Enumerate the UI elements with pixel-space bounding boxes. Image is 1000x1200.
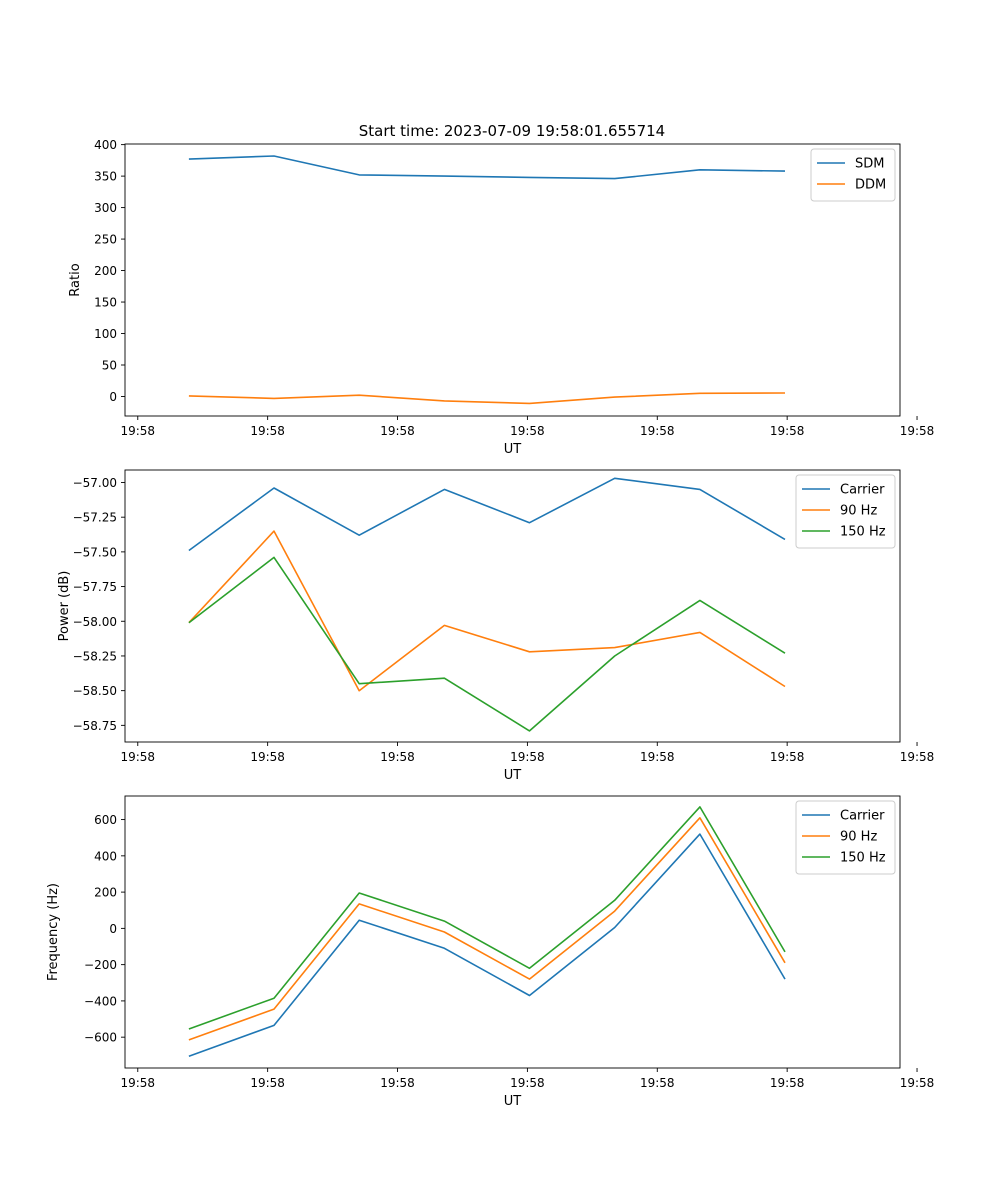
x-tick-label: 19:58 xyxy=(380,424,415,438)
x-tick-label: 19:58 xyxy=(250,750,285,764)
series-line-sdm xyxy=(188,155,786,180)
chart-panel-3: 19:5819:5819:5819:5819:5819:5819:5819:59… xyxy=(46,795,935,1109)
y-axis-label: Ratio xyxy=(68,263,83,296)
y-tick-label: 100 xyxy=(94,327,117,341)
x-tick-label: 19:58 xyxy=(510,424,545,438)
y-tick-label: 150 xyxy=(94,296,117,310)
y-axis-label: Frequency (Hz) xyxy=(46,883,61,981)
x-tick-label: 19:58 xyxy=(770,1076,805,1090)
series-line-150-hz xyxy=(188,556,786,732)
series-line-150-hz xyxy=(188,806,786,1030)
axes-frame xyxy=(124,795,901,1069)
x-tick-label: 19:58 xyxy=(380,750,415,764)
x-tick-label: 19:58 xyxy=(770,750,805,764)
axes-frame xyxy=(124,143,901,417)
legend-box xyxy=(810,148,896,202)
x-tick-label: 19:58 xyxy=(640,424,675,438)
y-tick-label: −400 xyxy=(84,994,117,1008)
x-tick-label: 19:58 xyxy=(120,1076,155,1090)
y-axis-label: Power (dB) xyxy=(57,571,72,642)
y-tick-label: 400 xyxy=(94,138,117,152)
x-tick-label: 19:58 xyxy=(510,1076,545,1090)
y-tick-label: −57.25 xyxy=(73,511,117,525)
x-axis-label: UT xyxy=(504,1094,522,1109)
y-tick-label: 400 xyxy=(94,849,117,863)
legend: SDM DDM xyxy=(810,148,896,202)
y-tick-label: 350 xyxy=(94,170,117,184)
x-tick-label: 19:58 xyxy=(510,750,545,764)
y-tick-label: −57.50 xyxy=(73,545,117,559)
y-tick-label: 50 xyxy=(102,359,117,373)
x-tick-label: 19:58 xyxy=(770,424,805,438)
y-tick-label: −57.00 xyxy=(73,476,117,490)
x-tick-label: 19:58 xyxy=(640,750,675,764)
series-line-ddm xyxy=(188,392,786,405)
x-axis-label: UT xyxy=(504,768,522,783)
legend-label: 90 Hz xyxy=(840,504,877,519)
y-tick-label: −57.75 xyxy=(73,580,117,594)
chart-panel-1: 19:5819:5819:5819:5819:5819:5819:5819:59… xyxy=(68,138,935,457)
y-tick-label: −58.00 xyxy=(73,615,117,629)
x-tick-label: 19:58 xyxy=(250,1076,285,1090)
y-tick-label: −600 xyxy=(84,1031,117,1045)
legend-label: 150 Hz xyxy=(840,525,886,540)
y-tick-label: −200 xyxy=(84,958,117,972)
y-tick-label: −58.75 xyxy=(73,719,117,733)
y-tick-label: 600 xyxy=(94,813,117,827)
y-tick-label: 250 xyxy=(94,233,117,247)
x-tick-label: 19:58 xyxy=(120,424,155,438)
x-tick-label: 19:58 xyxy=(900,424,935,438)
legend-label: Carrier xyxy=(840,483,885,498)
y-tick-label: 200 xyxy=(94,264,117,278)
y-tick-label: 300 xyxy=(94,201,117,215)
y-tick-label: 0 xyxy=(109,390,117,404)
y-tick-label: 200 xyxy=(94,886,117,900)
legend-label: Carrier xyxy=(840,809,885,824)
y-tick-label: −58.25 xyxy=(73,649,117,663)
legend-box xyxy=(795,474,896,549)
legend-label: SDM xyxy=(855,157,884,172)
x-tick-label: 19:58 xyxy=(250,424,285,438)
series-line-carrier xyxy=(188,477,786,552)
y-tick-label: 0 xyxy=(109,922,117,936)
chart-panel-2: 19:5819:5819:5819:5819:5819:5819:5819:59… xyxy=(57,469,935,783)
figure-title: Start time: 2023-07-09 19:58:01.655714 xyxy=(359,122,665,140)
x-tick-label: 19:58 xyxy=(900,1076,935,1090)
x-tick-label: 19:58 xyxy=(120,750,155,764)
legend: Carrier 90 Hz 150 Hz xyxy=(795,800,896,875)
y-tick-label: −58.50 xyxy=(73,684,117,698)
legend-label: 150 Hz xyxy=(840,851,886,866)
legend-label: DDM xyxy=(855,178,886,193)
x-tick-label: 19:58 xyxy=(900,750,935,764)
series-line-90-hz xyxy=(188,816,786,1041)
legend-box xyxy=(795,800,896,875)
x-axis-label: UT xyxy=(504,442,522,457)
x-tick-label: 19:58 xyxy=(640,1076,675,1090)
x-tick-label: 19:58 xyxy=(380,1076,415,1090)
legend: Carrier 90 Hz 150 Hz xyxy=(795,474,896,549)
chart-panels: 19:5819:5819:5819:5819:5819:5819:5819:59… xyxy=(46,138,935,1109)
axes-frame xyxy=(124,469,901,743)
series-line-90-hz xyxy=(188,530,786,692)
series-line-carrier xyxy=(188,833,786,1057)
legend-label: 90 Hz xyxy=(840,830,877,845)
